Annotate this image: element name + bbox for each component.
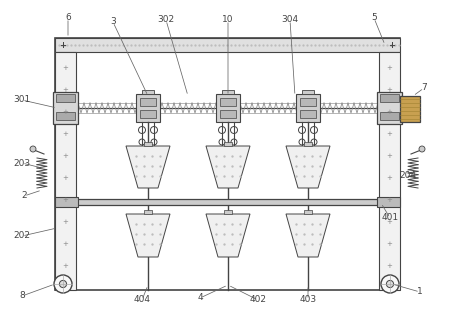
Bar bbox=[304, 210, 312, 214]
Bar bbox=[216, 94, 240, 122]
Text: +: + bbox=[387, 263, 392, 269]
Text: +: + bbox=[387, 153, 392, 159]
Text: +: + bbox=[387, 65, 392, 71]
Text: 4: 4 bbox=[197, 293, 203, 302]
Bar bbox=[224, 210, 232, 214]
Bar bbox=[55, 38, 400, 52]
Text: +: + bbox=[387, 109, 392, 115]
Text: +: + bbox=[387, 87, 392, 93]
Text: 304: 304 bbox=[281, 15, 299, 24]
Text: +: + bbox=[63, 87, 68, 93]
Bar bbox=[400, 96, 420, 122]
Text: 402: 402 bbox=[249, 295, 266, 305]
Text: +: + bbox=[63, 109, 68, 115]
Bar bbox=[140, 98, 156, 106]
Bar bbox=[144, 142, 152, 146]
Circle shape bbox=[386, 280, 394, 288]
Bar bbox=[144, 210, 152, 214]
Polygon shape bbox=[126, 214, 170, 257]
Text: +: + bbox=[387, 219, 392, 225]
Text: +: + bbox=[387, 241, 392, 247]
Text: 10: 10 bbox=[222, 15, 234, 24]
Bar bbox=[56, 112, 75, 120]
Bar bbox=[296, 94, 320, 122]
Text: +: + bbox=[387, 131, 392, 137]
Bar bbox=[76, 199, 379, 205]
Text: +: + bbox=[387, 197, 392, 203]
Bar bbox=[380, 94, 399, 102]
Polygon shape bbox=[286, 146, 330, 188]
Bar bbox=[56, 94, 75, 102]
Text: 202: 202 bbox=[13, 232, 30, 240]
Bar bbox=[140, 110, 156, 118]
Bar bbox=[379, 52, 400, 290]
Text: 403: 403 bbox=[300, 295, 317, 305]
Bar bbox=[55, 197, 78, 207]
Polygon shape bbox=[286, 214, 330, 257]
Text: 301: 301 bbox=[13, 95, 30, 105]
Circle shape bbox=[381, 275, 399, 293]
Text: 203: 203 bbox=[13, 159, 30, 167]
Polygon shape bbox=[206, 214, 250, 257]
Circle shape bbox=[419, 146, 425, 152]
Bar bbox=[380, 112, 399, 120]
Bar bbox=[302, 90, 314, 94]
Bar bbox=[142, 90, 154, 94]
Text: +: + bbox=[63, 241, 68, 247]
Bar bbox=[136, 94, 160, 122]
Bar bbox=[220, 110, 236, 118]
Bar bbox=[55, 38, 400, 290]
Bar bbox=[224, 142, 232, 146]
Circle shape bbox=[54, 275, 72, 293]
Circle shape bbox=[30, 146, 36, 152]
Text: +: + bbox=[389, 40, 396, 49]
Polygon shape bbox=[126, 146, 170, 188]
Text: +: + bbox=[63, 219, 68, 225]
Text: +: + bbox=[63, 131, 68, 137]
Text: +: + bbox=[63, 197, 68, 203]
Bar bbox=[55, 52, 76, 290]
Text: +: + bbox=[63, 263, 68, 269]
Text: 5: 5 bbox=[371, 13, 377, 22]
Text: +: + bbox=[63, 153, 68, 159]
Bar bbox=[304, 142, 312, 146]
Text: +: + bbox=[387, 175, 392, 181]
Text: 404: 404 bbox=[134, 295, 150, 305]
Text: 1: 1 bbox=[417, 288, 423, 296]
Text: +: + bbox=[59, 40, 66, 49]
Text: +: + bbox=[63, 175, 68, 181]
Bar bbox=[377, 92, 402, 124]
Polygon shape bbox=[206, 146, 250, 188]
Bar bbox=[220, 98, 236, 106]
Bar bbox=[377, 197, 400, 207]
Text: 6: 6 bbox=[65, 13, 71, 22]
Text: 3: 3 bbox=[110, 17, 116, 27]
Text: +: + bbox=[63, 65, 68, 71]
Text: 401: 401 bbox=[381, 214, 399, 222]
Text: 302: 302 bbox=[158, 15, 175, 24]
Text: 7: 7 bbox=[421, 84, 427, 92]
Text: 8: 8 bbox=[19, 291, 25, 300]
Bar bbox=[300, 98, 316, 106]
Text: 2: 2 bbox=[21, 191, 27, 200]
Text: 204: 204 bbox=[400, 171, 416, 181]
Bar bbox=[53, 92, 78, 124]
Bar bbox=[222, 90, 234, 94]
Bar bbox=[300, 110, 316, 118]
Circle shape bbox=[59, 280, 66, 288]
